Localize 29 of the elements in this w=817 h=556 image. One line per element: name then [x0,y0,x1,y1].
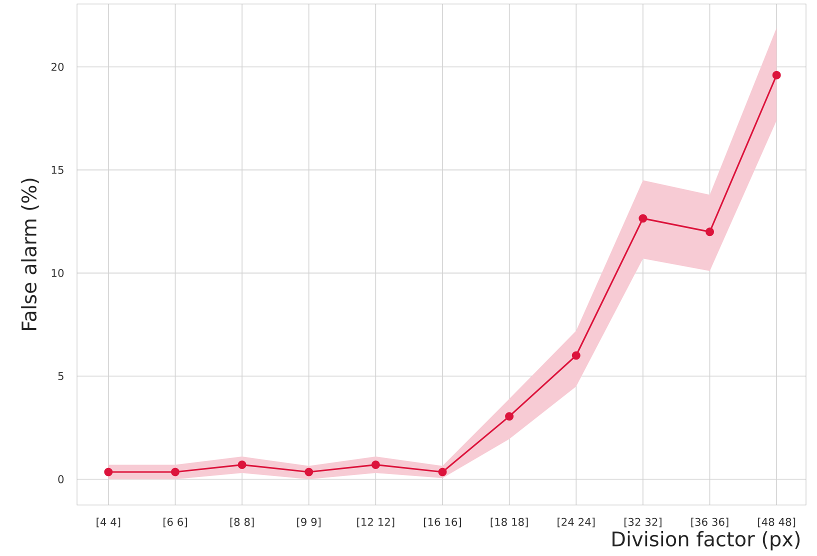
y-tick-label: 5 [58,372,64,380]
point [104,468,113,476]
x-tick-label: [48 48] [758,518,796,528]
x-tick-label: [9 9] [297,518,321,528]
y-axis-title: False alarm (%) [21,178,39,330]
x-tick-label: [32 32] [624,518,662,528]
point [572,351,580,360]
x-tick-label: [4 4] [96,518,120,528]
x-tick-label: [24 24] [558,518,595,528]
y-tick-label: 15 [52,166,64,174]
y-tick-label: 10 [52,269,64,278]
point [505,412,514,421]
point [170,468,180,476]
x-tick-label: [8 8] [230,518,254,528]
x-tick-label: [36 36] [691,518,728,528]
x-tick-label: [6 6] [164,518,187,528]
x-tick-label: [16 16] [424,518,461,528]
point [438,468,447,476]
point [772,70,781,80]
y-tick-label: 0 [58,475,64,484]
x-tick-label: [12 12] [357,518,394,528]
point [638,214,648,223]
point [706,228,714,236]
x-axis-title: Division factor (px) [612,531,800,550]
point [371,460,380,470]
y-tick-label: 20 [52,62,64,71]
point [304,468,314,476]
x-tick-label: [18 18] [490,518,528,528]
point [238,460,246,470]
